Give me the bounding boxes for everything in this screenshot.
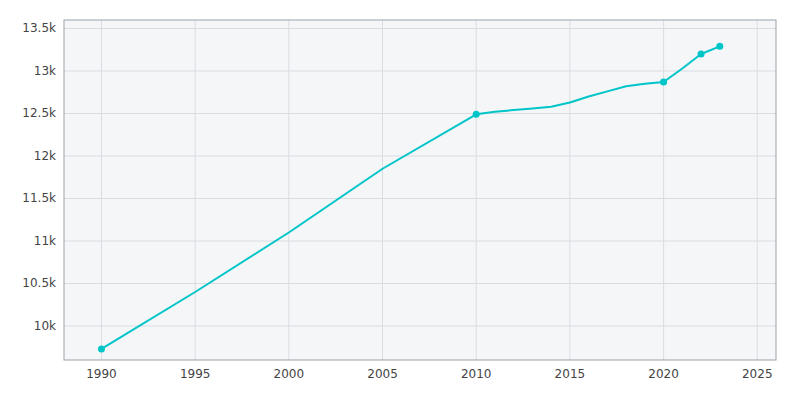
y-grid-line — [64, 326, 776, 327]
y-grid-line — [64, 113, 776, 114]
marker — [98, 345, 105, 352]
x-grid-line — [101, 20, 102, 360]
x-grid-line — [476, 20, 477, 360]
y-grid-line — [64, 283, 776, 284]
y-grid-line — [64, 28, 776, 29]
x-tick-label: 2005 — [367, 367, 398, 381]
chart-container: 10k 10.5k 11k 11.5k 12k 12.5k 13k 13.5k 1990 1995… — [0, 0, 800, 400]
x-tick-label: 1995 — [180, 367, 211, 381]
y-tick-label: 12k — [34, 149, 56, 163]
marker — [660, 79, 667, 86]
marker — [473, 111, 480, 118]
y-grid-line — [64, 198, 776, 199]
x-tick-label: 2000 — [274, 367, 305, 381]
x-grid-line — [382, 20, 383, 360]
x-tick-label: 1990 — [86, 367, 117, 381]
y-grid-line — [64, 156, 776, 157]
y-tick-label: 12.5k — [22, 106, 56, 120]
y-tick-label: 11k — [34, 234, 56, 248]
y-tick-label: 10k — [34, 319, 56, 333]
marker — [698, 51, 705, 58]
x-grid-line — [195, 20, 196, 360]
x-grid-line — [663, 20, 664, 360]
chart: 10k 10.5k 11k 11.5k 12k 12.5k 13k 13.5k 1990 1995… — [0, 0, 800, 400]
plot-background — [64, 20, 776, 360]
data-layer — [98, 43, 723, 353]
y-grid-line — [64, 71, 776, 72]
y-tick-label: 13.5k — [22, 21, 56, 35]
x-tick-label: 2010 — [461, 367, 492, 381]
line — [101, 46, 719, 349]
x-grid-line — [757, 20, 758, 360]
x-grid-line — [569, 20, 570, 360]
y-tick-label: 11.5k — [22, 191, 56, 205]
marker — [716, 43, 723, 50]
y-tick-label: 13k — [34, 64, 56, 78]
grid — [64, 20, 776, 360]
y-grid-line — [64, 241, 776, 242]
plot-frame — [64, 20, 776, 360]
tick-labels: 10k 10.5k 11k 11.5k 12k 12.5k 13k 13.5k 1990 1995… — [22, 21, 772, 381]
x-tick-label: 2015 — [555, 367, 586, 381]
y-tick-label: 10.5k — [22, 276, 56, 290]
x-tick-label: 2020 — [648, 367, 679, 381]
x-tick-label: 2025 — [742, 367, 773, 381]
x-grid-line — [288, 20, 289, 360]
